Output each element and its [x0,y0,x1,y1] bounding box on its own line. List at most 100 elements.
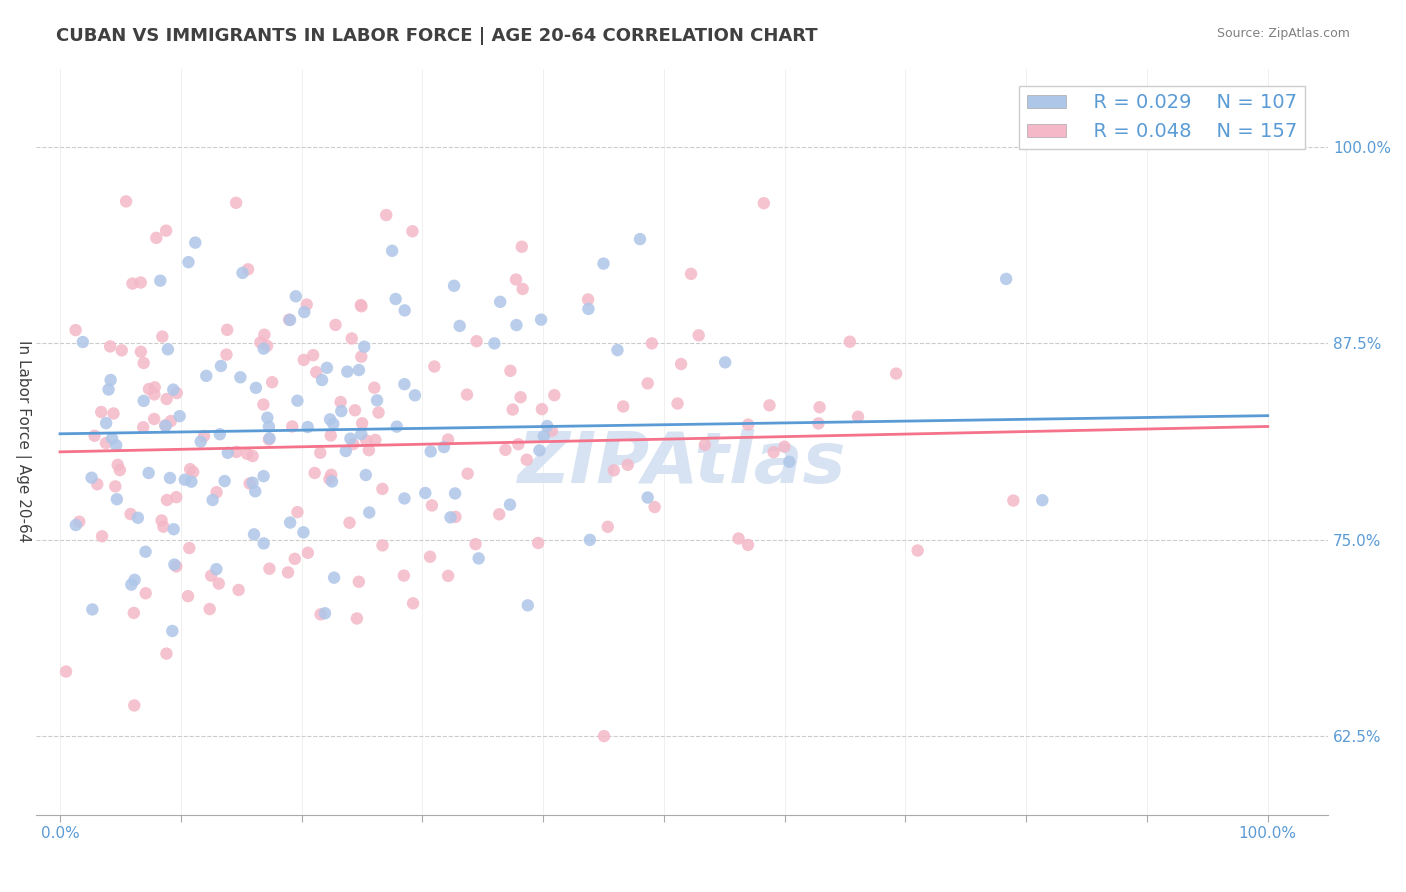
Immigrants [143,380,166,394]
Cubans [297,420,319,434]
Cubans [336,365,359,379]
Cubans [163,522,186,536]
Immigrants [193,429,215,443]
Cubans [120,577,142,591]
Cubans [105,438,128,452]
Immigrants [284,551,307,566]
Immigrants [55,665,77,679]
Cubans [606,343,628,357]
Cubans [177,255,200,269]
Cubans [335,444,357,458]
Immigrants [129,344,152,359]
Immigrants [669,357,692,371]
Immigrants [108,463,131,477]
Cubans [339,432,361,446]
Cubans [173,473,195,487]
Cubans [347,363,370,377]
Cubans [259,431,281,445]
Immigrants [347,574,370,589]
Cubans [257,419,280,434]
Cubans [245,484,267,499]
Cubans [162,383,184,397]
Cubans [578,301,600,316]
Immigrants [375,208,398,222]
Immigrants [104,479,127,493]
Immigrants [596,520,619,534]
Immigrants [350,299,373,313]
Immigrants [329,395,352,409]
Cubans [278,516,301,530]
Immigrants [838,334,860,349]
Cubans [366,393,388,408]
Cubans [214,474,236,488]
Immigrants [465,334,488,349]
Cubans [444,486,467,500]
Immigrants [225,445,247,459]
Cubans [384,292,406,306]
Immigrants [287,505,309,519]
Immigrants [350,350,373,364]
Immigrants [494,442,516,457]
Immigrants [509,390,531,404]
Cubans [505,318,527,332]
Immigrants [103,407,125,421]
Immigrants [457,467,479,481]
Immigrants [807,417,830,431]
Cubans [209,359,232,373]
Cubans [321,475,343,489]
Cubans [156,343,179,357]
Immigrants [737,538,759,552]
Cubans [385,419,408,434]
Cubans [180,475,202,489]
Cubans [778,455,800,469]
Cubans [353,340,375,354]
Cubans [245,381,267,395]
Immigrants [508,437,530,451]
Immigrants [510,240,533,254]
Immigrants [83,429,105,443]
Immigrants [363,381,385,395]
Immigrants [160,414,183,428]
Immigrants [576,293,599,307]
Text: ZIPAtlas: ZIPAtlas [517,429,846,499]
Immigrants [319,428,342,442]
Cubans [201,493,224,508]
Cubans [82,602,104,616]
Immigrants [253,327,276,342]
Immigrants [120,507,142,521]
Immigrants [155,224,177,238]
Immigrants [1002,493,1025,508]
Immigrants [135,586,157,600]
Immigrants [179,541,201,555]
Cubans [243,527,266,541]
Cubans [354,468,377,483]
Cubans [159,471,181,485]
Immigrants [256,339,278,353]
Immigrants [177,589,200,603]
Cubans [231,266,253,280]
Immigrants [444,509,467,524]
Cubans [449,318,471,333]
Immigrants [150,513,173,527]
Immigrants [603,463,626,477]
Immigrants [278,312,301,326]
Y-axis label: In Labor Force | Age 20-64: In Labor Force | Age 20-64 [15,341,31,542]
Immigrants [165,490,187,504]
Immigrants [688,328,710,343]
Immigrants [641,336,664,351]
Cubans [127,510,149,524]
Immigrants [257,433,280,447]
Immigrants [281,419,304,434]
Cubans [169,409,191,424]
Immigrants [616,458,638,472]
Immigrants [205,485,228,500]
Immigrants [132,356,155,370]
Cubans [536,419,558,434]
Cubans [628,232,651,246]
Immigrants [111,343,134,358]
Immigrants [143,412,166,426]
Immigrants [90,405,112,419]
Immigrants [215,348,238,362]
Immigrants [350,298,373,312]
Immigrants [200,568,222,582]
